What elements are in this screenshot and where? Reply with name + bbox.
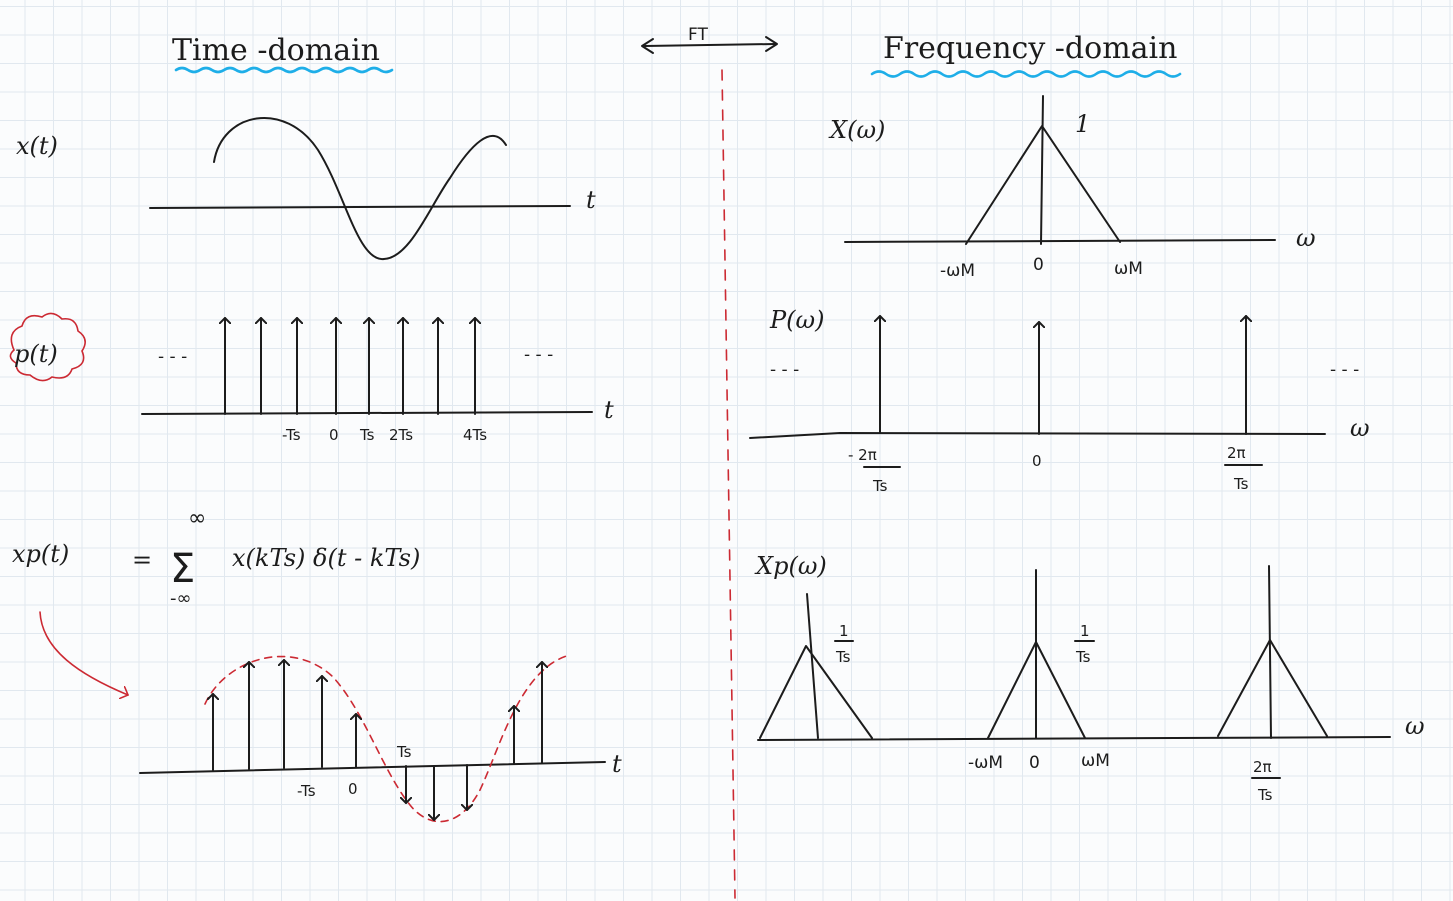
x-of-t-curve <box>213 116 507 261</box>
tick-label: 0 <box>1033 255 1044 275</box>
tick-label: Ts <box>396 743 412 761</box>
amp-den: Ts <box>835 648 851 666</box>
tick-label: 0 <box>348 780 358 798</box>
tick-label: -Ts <box>282 426 301 444</box>
ft-arrow-left-icon <box>641 38 654 54</box>
header-frequency-domain: Frequency -domain <box>870 31 1182 78</box>
P-of-omega-axis-label: ω <box>1350 414 1370 442</box>
P-of-omega-ellipsis-right: - - - <box>1330 360 1359 380</box>
x-of-t-axis <box>149 205 571 209</box>
X-of-omega-axis <box>844 239 1276 243</box>
tick-label-num: - 2π <box>848 446 877 464</box>
formula-body: x(kTs) δ(t - kTs) <box>232 544 420 572</box>
amp-num: 1 <box>839 622 849 640</box>
ft-arrow-right-icon <box>765 36 778 52</box>
tick-label-den: Ts <box>1257 786 1273 804</box>
xp-of-t-axis-label: t <box>612 750 622 778</box>
xp-of-t-formula: xp(t) = ∞ Σ -∞ x(kTs) δ(t - kTs) <box>12 506 420 695</box>
ft-label: FT <box>688 25 708 45</box>
tick-label: 2Ts <box>389 426 413 444</box>
P-of-omega-label: P(ω) <box>769 306 824 334</box>
Xp-of-omega-axis-label: ω <box>1405 712 1425 740</box>
plot-p-of-t: p(t) - - - - - - t -Ts 0 Ts 2Ts 4Ts <box>9 312 614 444</box>
plot-x-of-t: x(t) t <box>16 116 596 261</box>
Xp-of-omega-label: Xp(ω) <box>754 552 827 580</box>
header-transform: FT <box>641 25 778 54</box>
tick-label: 0 <box>329 426 339 444</box>
replica-triangle <box>1217 639 1328 737</box>
x-of-t-label: x(t) <box>16 132 58 160</box>
time-domain-title: Time -domain <box>172 33 380 68</box>
tick-label: -Ts <box>297 782 316 800</box>
xp-of-t-samples <box>213 659 542 821</box>
p-of-t-axis <box>141 411 593 415</box>
X-of-omega-label: X(ω) <box>828 116 885 144</box>
P-of-omega-ellipsis-left: - - - <box>770 360 799 380</box>
tick-label-num: 2π <box>1227 444 1246 462</box>
tick-label-den: Ts <box>872 477 888 495</box>
X-of-omega-triangle <box>965 125 1121 245</box>
replica-triangle <box>759 645 873 739</box>
time-domain-underline-icon <box>174 66 394 74</box>
formula-equals: = <box>132 546 152 574</box>
frequency-domain-title: Frequency -domain <box>883 31 1177 66</box>
P-of-omega-tick-labels: - 2π Ts 0 2π Ts <box>848 444 1263 495</box>
xp-of-t-axis <box>139 761 606 774</box>
x-of-t-axis-label: t <box>586 186 596 214</box>
tick-label: 0 <box>1029 753 1040 773</box>
xp-arrow-icon <box>39 611 128 695</box>
frequency-domain-underline-icon <box>870 70 1182 78</box>
Xp-of-omega-axis <box>757 736 1391 741</box>
ft-double-arrow-icon <box>644 43 776 47</box>
xp-of-t-envelope <box>204 654 571 823</box>
xp-of-t-label: xp(t) <box>12 540 69 568</box>
p-of-t-ellipsis-right: - - - <box>524 345 553 365</box>
p-of-t-axis-label: t <box>604 396 614 424</box>
X-of-omega-peak: 1 <box>1075 110 1090 138</box>
Xp-replicas <box>759 565 1328 739</box>
tick-label: -ωM <box>940 261 975 281</box>
X-of-omega-axis-label: ω <box>1296 224 1316 252</box>
p-of-t-label: p(t) <box>14 340 58 368</box>
formula-sum-lower: -∞ <box>170 588 192 609</box>
X-of-omega-vertical <box>1040 95 1044 245</box>
P-of-omega-axis <box>749 432 1326 439</box>
replica-vertical <box>1268 565 1272 739</box>
formula-sum-upper: ∞ <box>188 506 206 531</box>
plot-P-of-omega: P(ω) - - - - - - ω - 2π Ts 0 2π Ts <box>749 306 1370 495</box>
xp-of-t-tick-labels: -Ts 0 Ts <box>297 743 412 800</box>
plot-xp-of-t: t -Ts 0 Ts <box>139 654 622 823</box>
plot-Xp-of-omega: Xp(ω) ω 1 Ts 1 Ts -ωM 0 ωM 2π Ts <box>754 552 1425 804</box>
p-of-t-cloud-icon <box>9 312 86 382</box>
amp-den: Ts <box>1075 648 1091 666</box>
Xp-amplitude-labels: 1 Ts 1 Ts <box>834 622 1095 666</box>
domain-divider <box>721 69 736 899</box>
p-of-t-tick-labels: -Ts 0 Ts 2Ts 4Ts <box>282 426 487 444</box>
tick-label: 0 <box>1032 452 1042 470</box>
tick-label: -ωM <box>968 753 1003 773</box>
X-of-omega-tick-labels: -ωM 0 ωM <box>940 255 1143 281</box>
amp-num: 1 <box>1080 622 1090 640</box>
formula-sum-icon: Σ <box>170 546 195 592</box>
p-of-t-ellipsis-left: - - - <box>158 347 187 367</box>
replica-triangle <box>987 641 1086 739</box>
tick-label: Ts <box>359 426 375 444</box>
tick-label-num: 2π <box>1253 758 1272 776</box>
tick-label: 4Ts <box>463 426 487 444</box>
header-time-domain: Time -domain <box>172 33 394 74</box>
tick-label-den: Ts <box>1233 475 1249 493</box>
p-of-t-impulse-train <box>225 317 475 415</box>
tick-label: ωM <box>1081 751 1110 771</box>
tick-label: ωM <box>1114 259 1143 279</box>
Xp-of-omega-tick-labels: -ωM 0 ωM 2π Ts <box>968 751 1281 804</box>
plot-X-of-omega: X(ω) ω 1 -ωM 0 ωM <box>828 95 1316 281</box>
replica-vertical <box>806 593 819 739</box>
